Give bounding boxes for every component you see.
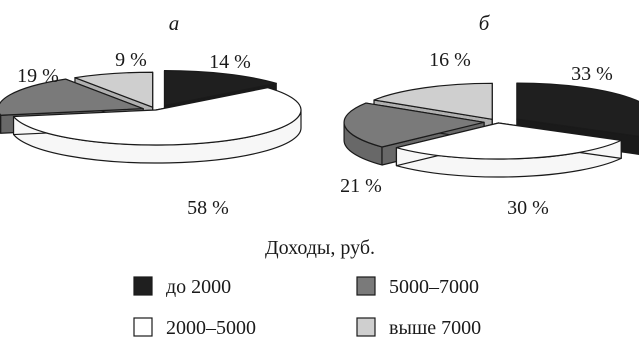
slice-label-b-5000-7000: 21 % [340,175,382,197]
legend-label-above-7000: выше 7000 [389,317,481,339]
slice-top-do-2000-b [516,82,639,137]
slice-top-2000-5000-a [12,87,302,146]
legend: Доходы, руб. до 2000 5000–7000 2000–5000… [133,237,481,339]
slice-label-b-do-2000: 33 % [571,63,613,85]
legend-swatch-do-2000 [133,276,153,296]
pie-slice-2000-5000-b [395,122,622,178]
legend-swatch-5000-7000 [356,276,376,296]
pie-chart-b [343,82,639,178]
legend-label-5000-7000: 5000–7000 [389,276,479,298]
slice-label-b-2000-5000: 30 % [507,197,549,219]
slice-label-a-above-7000: 9 % [115,49,147,71]
legend-title: Доходы, руб. [265,237,375,259]
pie-slice-2000-5000-a [12,87,302,164]
legend-swatch-above-7000 [356,317,376,337]
panel-label-b: б [479,11,491,35]
slice-top-2000-5000-b [395,122,622,160]
legend-label-2000-5000: 2000–5000 [166,317,256,339]
slice-label-a-5000-7000: 19 % [17,65,59,87]
pie-chart-a [0,70,302,164]
slice-top-above-7000-b [373,82,493,120]
slice-top-do-2000-a [163,70,277,107]
legend-label-do-2000: до 2000 [166,276,231,298]
slice-label-a-2000-5000: 58 % [187,197,229,219]
slice-top-5000-7000-a [0,78,144,116]
slice-top-above-7000-a [74,71,154,108]
legend-swatch-2000-5000 [133,317,153,337]
panel-label-a: а [169,11,180,35]
slice-label-b-above-7000: 16 % [429,49,471,71]
slice-top-5000-7000-b [343,102,485,148]
slice-label-a-do-2000: 14 % [209,51,251,73]
